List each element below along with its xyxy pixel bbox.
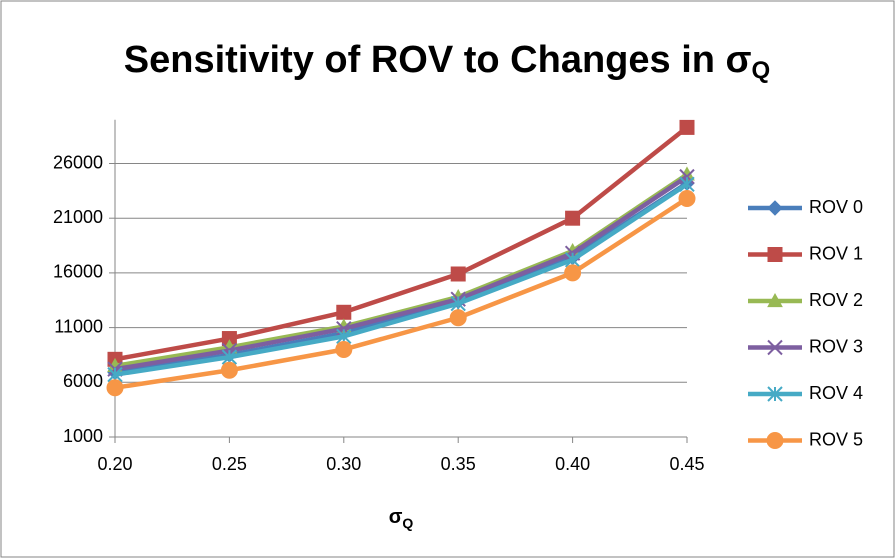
marker <box>767 200 783 216</box>
legend-entry: ROV 4 <box>748 383 863 403</box>
y-tick-label: 11000 <box>54 316 103 336</box>
legend-label: ROV 1 <box>809 243 863 263</box>
marker <box>449 309 467 327</box>
marker <box>767 339 783 356</box>
legend-label: ROV 4 <box>809 383 863 403</box>
y-tick-label: 16000 <box>53 262 103 282</box>
marker <box>220 361 238 379</box>
marker <box>450 295 466 312</box>
x-tick-label: 0.20 <box>97 454 132 474</box>
marker <box>678 190 696 208</box>
marker <box>564 264 582 282</box>
legend-entry: ROV 0 <box>748 197 863 217</box>
legend-entry: ROV 1 <box>748 243 863 263</box>
marker <box>450 266 466 282</box>
y-tick-label: 1000 <box>63 426 103 446</box>
x-axis-label: σ <box>389 506 403 528</box>
x-tick-label: 0.35 <box>441 454 476 474</box>
legend-entry: ROV 2 <box>748 290 863 310</box>
line <box>114 125 689 362</box>
series <box>106 190 696 397</box>
x-tick-label: 0.30 <box>326 454 361 474</box>
line <box>114 196 689 390</box>
y-tick-label: 6000 <box>63 371 103 391</box>
marker <box>679 119 695 135</box>
chart-title: Sensitivity of ROV to Changes in σ <box>124 39 752 81</box>
marker <box>106 379 124 397</box>
marker <box>679 176 695 192</box>
marker <box>565 210 581 226</box>
y-tick-label: 26000 <box>53 152 103 172</box>
series <box>107 176 695 383</box>
x-axis-label-subscript: Q <box>402 515 413 531</box>
marker <box>336 304 352 320</box>
x-tick-label: 0.40 <box>555 454 590 474</box>
legend-entry: ROV 3 <box>748 336 863 356</box>
line <box>114 174 689 372</box>
legend-label: ROV 5 <box>809 429 863 449</box>
marker <box>767 292 783 308</box>
chart-title-group: Sensitivity of ROV to Changes in σQ <box>124 39 770 84</box>
x-tick-label: 0.25 <box>212 454 247 474</box>
y-tick-label: 21000 <box>53 207 103 227</box>
marker <box>767 247 783 262</box>
marker <box>335 340 353 358</box>
series <box>107 119 695 367</box>
legend-entry: ROV 5 <box>748 429 863 449</box>
marker <box>766 432 784 449</box>
legend-label: ROV 2 <box>809 290 863 310</box>
x-tick-label: 0.45 <box>669 454 704 474</box>
legend-label: ROV 0 <box>809 197 863 217</box>
legend-label: ROV 3 <box>809 336 863 356</box>
line <box>114 182 689 377</box>
x-axis-label-group: σQ <box>389 506 414 530</box>
chart-title-subscript: Q <box>752 57 771 84</box>
marker <box>767 386 783 402</box>
marker <box>679 168 695 185</box>
